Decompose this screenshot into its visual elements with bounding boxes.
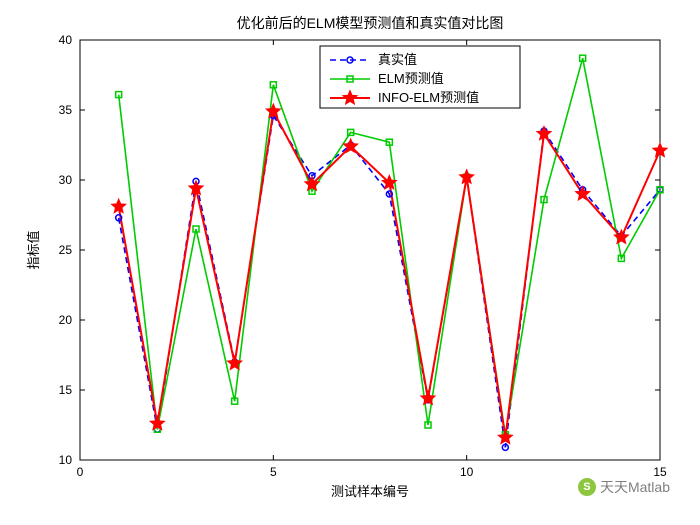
svg-text:真实值: 真实值 [378, 52, 417, 67]
svg-text:15: 15 [653, 465, 667, 479]
svg-text:5: 5 [270, 465, 277, 479]
chart-container: 0 5 10 15 10 15 20 25 30 35 40 优化前后的ELM模型预测值和真实值对比图… [0, 0, 700, 525]
svg-text:30: 30 [59, 173, 73, 187]
svg-text:25: 25 [59, 243, 73, 257]
svg-text:测试样本编号: 测试样本编号 [331, 484, 409, 499]
svg-text:40: 40 [59, 33, 73, 47]
line-chart: 0 5 10 15 10 15 20 25 30 35 40 优化前后的ELM模型预测值和真实值对比图… [0, 0, 700, 525]
svg-text:10: 10 [460, 465, 474, 479]
svg-text:优化前后的ELM模型预测值和真实值对比图: 优化前后的ELM模型预测值和真实值对比图 [237, 15, 504, 31]
svg-text:35: 35 [59, 103, 73, 117]
svg-text:15: 15 [59, 383, 73, 397]
svg-text:指标值: 指标值 [26, 230, 41, 269]
svg-text:ELM预测值: ELM预测值 [378, 71, 444, 86]
svg-text:10: 10 [59, 453, 73, 467]
svg-text:INFO-ELM预测值: INFO-ELM预测值 [378, 90, 479, 105]
svg-text:20: 20 [59, 313, 73, 327]
svg-text:0: 0 [77, 465, 84, 479]
